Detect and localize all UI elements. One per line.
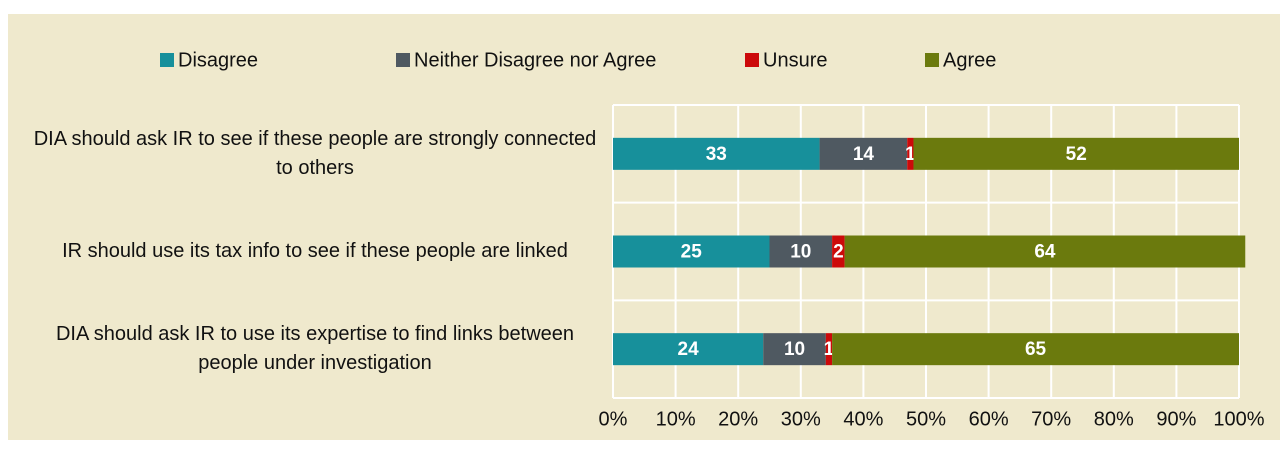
data-label: 65: [1025, 339, 1047, 360]
y-tick-label: DIA should ask IR to use its expertise t…: [55, 323, 575, 375]
bar-segment: [832, 235, 845, 268]
data-label: 52: [1066, 144, 1087, 165]
data-label: 10: [784, 339, 805, 360]
x-tick-label: 10%: [656, 408, 696, 430]
bar-segment: [819, 137, 908, 170]
bar-segment: [844, 235, 1246, 268]
legend-label: Neither Disagree nor Agree: [414, 49, 656, 71]
legend-swatch: [396, 53, 410, 67]
bar-segment: [913, 137, 1239, 170]
bar-segment: [769, 235, 833, 268]
bar-segment: [613, 333, 764, 366]
legend-label: Agree: [943, 49, 996, 71]
bar-segment: [832, 333, 1239, 366]
data-label: 10: [790, 242, 811, 263]
bar-segment: [763, 333, 826, 366]
data-label: 25: [681, 242, 703, 263]
x-tick-label: 80%: [1094, 408, 1134, 430]
x-tick-label: 90%: [1156, 408, 1196, 430]
legend-label: Disagree: [178, 49, 258, 71]
legend-swatch: [745, 53, 759, 67]
data-label: 24: [678, 339, 700, 360]
bar-segment: [825, 333, 833, 366]
data-label: 64: [1034, 242, 1056, 263]
category-label-box: DIA should ask IR to see if these people…: [33, 127, 597, 179]
x-tick-label: 60%: [969, 408, 1009, 430]
x-tick-label: 70%: [1031, 408, 1071, 430]
data-label: 1: [824, 339, 835, 360]
bar-segment: [907, 137, 914, 170]
legend-label: Unsure: [763, 49, 827, 71]
bar-segment: [613, 235, 770, 268]
category-label-box: DIA should ask IR to use its expertise t…: [55, 323, 575, 375]
x-tick-label: 30%: [781, 408, 821, 430]
x-tick-label: 40%: [843, 408, 883, 430]
x-tick-label: 100%: [1213, 408, 1264, 430]
legend-swatch: [160, 53, 174, 67]
y-tick-label: DIA should ask IR to see if these people…: [33, 127, 597, 179]
category-label-box: IR should use its tax info to see if the…: [62, 240, 568, 262]
y-tick-label: IR should use its tax info to see if the…: [62, 240, 568, 262]
legend-swatch: [925, 53, 939, 67]
x-tick-label: 50%: [906, 408, 946, 430]
bar-segment: [613, 137, 820, 170]
x-tick-label: 0%: [599, 408, 628, 430]
data-label: 1: [905, 144, 916, 165]
x-tick-label: 20%: [718, 408, 758, 430]
data-label: 14: [853, 144, 875, 165]
data-label: 2: [833, 242, 844, 263]
data-label: 33: [706, 144, 727, 165]
